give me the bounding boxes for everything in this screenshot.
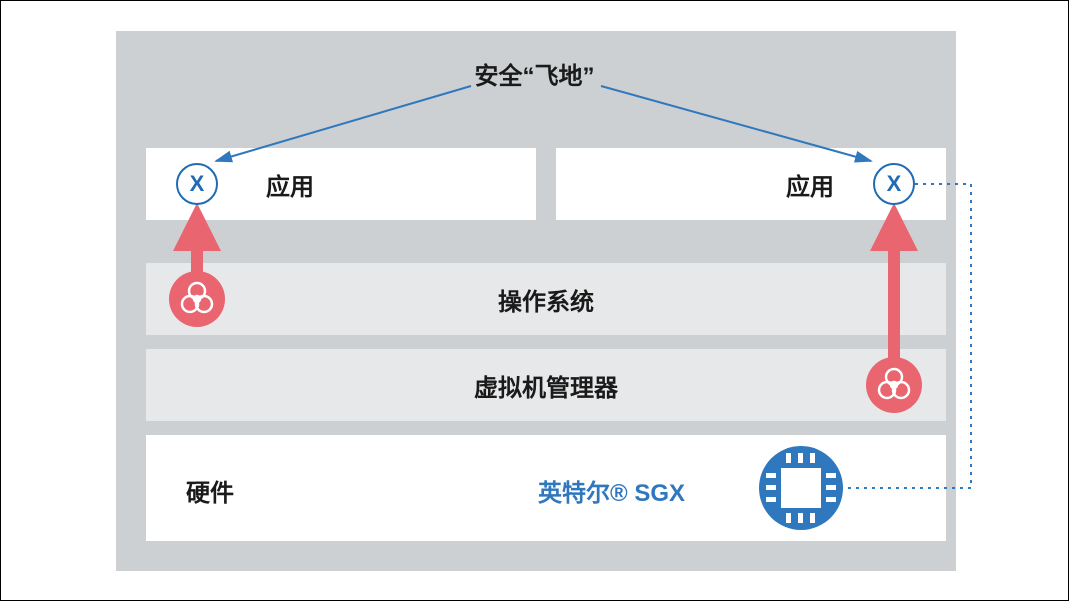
layer-vmm: 虚拟机管理器 bbox=[146, 349, 946, 421]
enclave-marker-right: X bbox=[873, 163, 915, 205]
sgx-label: 英特尔® SGX bbox=[538, 473, 685, 508]
sgx-chip-icon bbox=[759, 446, 843, 530]
enclave-x-icon: X bbox=[887, 171, 902, 197]
app-left-label: 应用 bbox=[266, 167, 314, 202]
layer-os-label: 操作系统 bbox=[498, 282, 594, 317]
diagram-title: 安全“飞地” bbox=[1, 56, 1068, 91]
layer-hardware-label: 硬件 bbox=[186, 473, 234, 508]
enclave-marker-left: X bbox=[176, 163, 218, 205]
enclave-x-icon: X bbox=[190, 171, 205, 197]
chip-die bbox=[781, 468, 821, 508]
layer-os: 操作系统 bbox=[146, 263, 946, 335]
app-right-label: 应用 bbox=[786, 167, 834, 202]
layer-vmm-label: 虚拟机管理器 bbox=[474, 368, 618, 403]
diagram-frame: 安全“飞地” 应用 应用 操作系统 虚拟机管理器 硬件 英特尔® SGX bbox=[0, 0, 1069, 601]
